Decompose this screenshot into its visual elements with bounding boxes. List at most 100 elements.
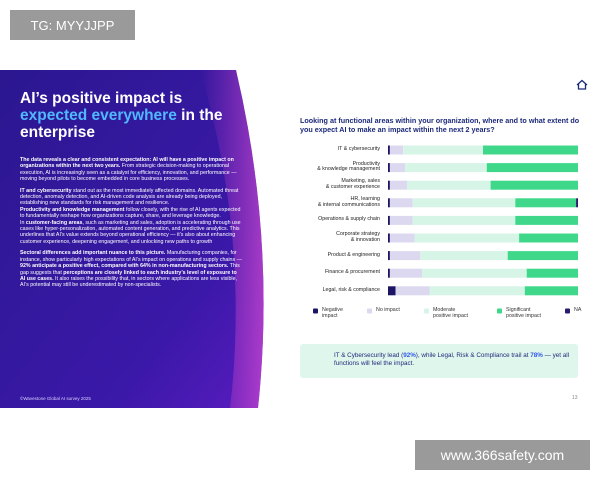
- text-run: customer-facing areas: [25, 219, 83, 226]
- paragraph: IT and cybersecurity stand out as the mo…: [20, 188, 242, 207]
- bar-segment: [524, 286, 578, 296]
- bar-segment: [388, 251, 390, 261]
- bar-segment: [388, 198, 390, 208]
- bar-segment: [429, 286, 525, 296]
- category-label: Productivity & knowledge management: [317, 160, 380, 173]
- bar-segment: [389, 268, 423, 278]
- watermark-top: TG: MYYJJPP: [10, 10, 135, 40]
- bar-segment: [388, 233, 390, 243]
- text-run: This gap suggests that: [20, 263, 240, 276]
- bar-segment: [395, 286, 430, 296]
- legend-label: Significant positive impact: [506, 307, 542, 319]
- text-run: 78%: [530, 352, 543, 359]
- category-label: Corporate strategy & innovation: [336, 231, 380, 243]
- legend-label: Moderate positive impact: [433, 307, 469, 319]
- text-run: From strategic decision-making to operat…: [20, 163, 237, 183]
- paragraph: Productivity and knowledge management fo…: [20, 207, 242, 220]
- text-run: AI’s positive impact is: [20, 90, 183, 107]
- text-run: perceptions are closely linked to each i…: [20, 269, 237, 282]
- bar-segment: [483, 145, 578, 155]
- left-footer: ©Wavestone Global AI survey 2025: [20, 396, 91, 401]
- text-run: It also raises the possibility that, in …: [20, 275, 237, 289]
- legend-swatch: [565, 308, 570, 314]
- bar-segment: [507, 251, 578, 261]
- callout-box: [300, 344, 578, 378]
- paragraph: The data reveals a clear and consistent …: [20, 157, 242, 183]
- bar-segment: [412, 198, 516, 208]
- bar-segment: [388, 215, 390, 225]
- bar-segment: [403, 145, 483, 155]
- text-run: stand out as the most immediately affect…: [20, 187, 239, 207]
- category-label: Legal, risk & compliance: [322, 286, 380, 293]
- bar-segment: [389, 251, 421, 261]
- text-run: 92% anticipate a positive effect, compar…: [20, 263, 229, 270]
- page-number: 13: [572, 395, 578, 401]
- text-run: 92%: [403, 352, 416, 359]
- left-panel-edge: [200, 70, 264, 408]
- bar-segment: [490, 180, 578, 190]
- callout-text: IT & Cybersecurity lead (92%), while Leg…: [334, 352, 570, 368]
- text-run: in the enterprise: [20, 107, 223, 141]
- bar-segment: [412, 215, 516, 225]
- category-label: IT & cybersecurity: [337, 146, 380, 153]
- bar-segment: [388, 163, 390, 173]
- left-body: The data reveals a clear and consistent …: [20, 157, 242, 289]
- left-panel-bg: [0, 70, 264, 408]
- bar-segment: [389, 180, 407, 190]
- bar-segment: [519, 233, 578, 243]
- paragraph: Sectoral differences add important nuanc…: [20, 250, 242, 288]
- legend-swatch: [367, 308, 372, 314]
- bar-segment: [389, 198, 413, 208]
- text-run: IT & Cybersecurity lead (: [334, 352, 404, 359]
- text-run: expected everywhere: [20, 107, 177, 124]
- bar-segment: [407, 180, 491, 190]
- bar-segment: [389, 163, 406, 173]
- text-run: Productivity and knowledge management: [20, 206, 125, 213]
- watermark-bottom: www.366safety.com: [415, 440, 590, 470]
- text-run: — yet all functions will feel the impact…: [334, 352, 570, 367]
- chart-title: Looking at functional areas within your …: [300, 116, 580, 134]
- home-icon: [576, 79, 588, 90]
- text-run: IT and cybersecurity: [20, 187, 72, 194]
- bar-segment: [389, 215, 413, 225]
- category-label: HR, learning & internal communications: [317, 196, 380, 208]
- legend-swatch: [313, 308, 318, 314]
- category-label: Product & engineering: [327, 251, 380, 258]
- left-title: AI’s positive impact is expected everywh…: [20, 90, 240, 141]
- bar-segment: [526, 268, 578, 278]
- text-run: , such as marketing and sales, adoption …: [20, 219, 241, 245]
- chart: [313, 145, 578, 314]
- bar-segment: [422, 268, 527, 278]
- bar-segment: [420, 251, 508, 261]
- text-run: The data reveals a clear and consistent …: [20, 157, 234, 170]
- bar-segment: [388, 286, 396, 296]
- text-run: Sectoral differences add important nuanc…: [20, 250, 166, 257]
- category-label: Finance & procurement: [324, 269, 380, 276]
- bar-segment: [388, 268, 390, 278]
- bar-segment: [405, 163, 487, 173]
- bar-segment: [515, 215, 578, 225]
- paragraph: In customer-facing areas, such as market…: [20, 220, 242, 246]
- bar-segment: [388, 145, 390, 155]
- bar-segment: [389, 145, 404, 155]
- category-label: Marketing, sales & customer experience: [325, 178, 380, 191]
- text-run: Manufacturing companies, for instance, s…: [20, 250, 242, 263]
- bar-segment: [515, 198, 577, 208]
- text-run: ), while Legal, Risk & Compliance trail …: [415, 352, 531, 359]
- bar-segment: [486, 163, 578, 173]
- legend-label: No impact: [376, 307, 400, 313]
- legend-label: NA: [574, 307, 582, 313]
- bar-segment: [388, 180, 390, 190]
- category-label: Operations & supply chain: [318, 216, 380, 223]
- legend-label: Negative impact: [322, 307, 343, 319]
- bar-segment: [389, 233, 415, 243]
- legend-swatch: [497, 308, 502, 314]
- bar-segment: [576, 198, 578, 208]
- bar-segment: [414, 233, 520, 243]
- legend-swatch: [424, 308, 429, 314]
- text-run: In: [20, 219, 26, 226]
